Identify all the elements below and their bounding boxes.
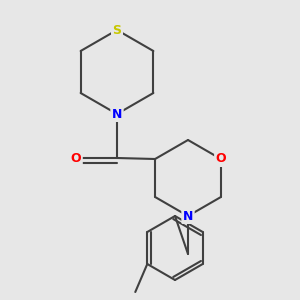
Text: S: S — [112, 23, 122, 37]
Text: O: O — [71, 152, 81, 164]
Text: N: N — [183, 209, 193, 223]
Text: O: O — [216, 152, 226, 166]
Text: N: N — [112, 107, 122, 121]
